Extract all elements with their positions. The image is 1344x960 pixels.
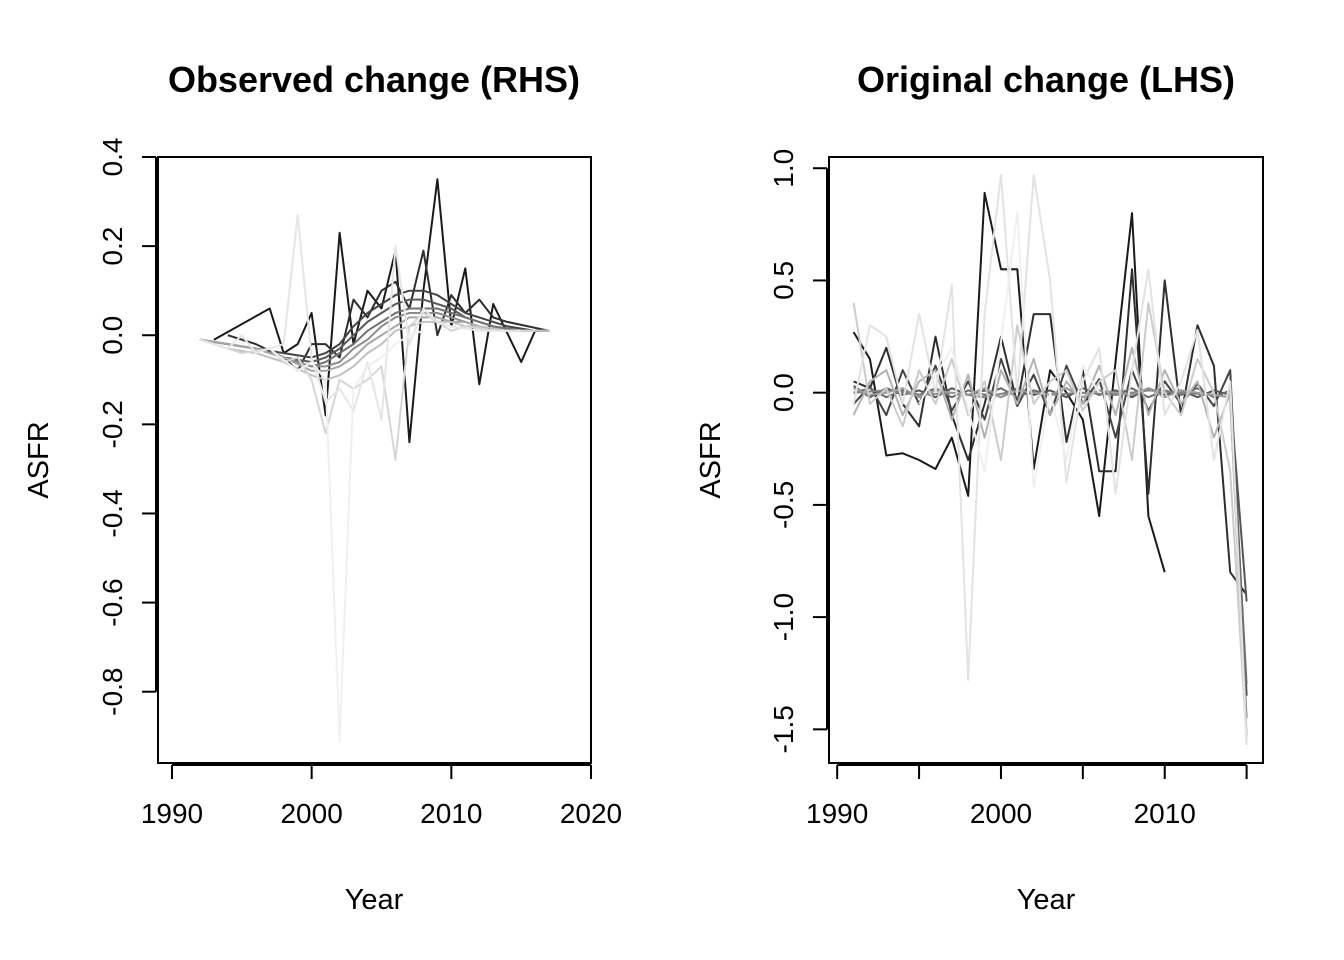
y-tick-label: -0.8: [97, 668, 128, 716]
series-line-9: [213, 312, 536, 461]
series-lines-original: [852, 174, 1248, 746]
x-tick-label: 2010: [1134, 798, 1196, 829]
x-tick-label: 1990: [806, 798, 868, 829]
y-tick-label: 0.0: [97, 316, 128, 355]
x-tick-label: 2000: [280, 798, 342, 829]
y-tick-label: 0.5: [768, 261, 799, 300]
chart-title-observed: Observed change (RHS): [168, 59, 580, 100]
series-line-7: [199, 316, 550, 372]
x-tick-label: 2000: [970, 798, 1032, 829]
series-lines-observed: [199, 178, 550, 742]
y-axis-label-original: ASFR: [695, 421, 727, 498]
series-line-12: [918, 212, 1101, 488]
y-tick-label: -1.0: [768, 593, 799, 641]
plot-frame-observed: [157, 156, 592, 764]
x-axis-original: 1990 2000 2010: [806, 764, 1248, 829]
x-axis-label-original: Year: [1017, 884, 1076, 916]
y-tick-label: 0.0: [768, 373, 799, 412]
series-line-4: [852, 358, 1248, 696]
panel-observed-change: Observed change (RHS) Year ASFR 1990 2000…: [23, 59, 622, 916]
series-line-8: [853, 387, 1248, 741]
y-tick-label: -0.5: [768, 481, 799, 529]
series-line-9: [852, 346, 1248, 734]
series-line-1: [213, 178, 550, 444]
y-tick-label: 0.4: [97, 138, 128, 177]
y-axis-original: -1.5 -1.0 -0.5 0.0 0.5 1.0: [768, 149, 828, 753]
y-tick-label: -0.4: [97, 489, 128, 537]
series-line-10: [852, 301, 1248, 741]
series-line-6: [853, 387, 1248, 685]
series-line-3: [853, 268, 1248, 596]
series-line-11: [852, 174, 1248, 746]
y-tick-label: -0.6: [97, 578, 128, 626]
y-axis-observed: -0.8 -0.6 -0.4 -0.2 0.0 0.2 0.4: [97, 138, 157, 716]
y-axis-label-observed: ASFR: [23, 421, 55, 498]
x-tick-label: 2010: [420, 798, 482, 829]
x-axis-label-observed: Year: [345, 884, 404, 916]
y-tick-label: -0.2: [97, 400, 128, 448]
x-tick-label: 1990: [141, 798, 203, 829]
y-tick-label: -1.5: [768, 705, 799, 753]
x-axis-observed: 1990 2000 2010 2020: [141, 764, 622, 829]
plot-frame-original: [828, 156, 1264, 764]
series-line-7: [853, 389, 1248, 719]
x-tick-label: 2020: [560, 798, 622, 829]
series-line-3: [199, 289, 550, 359]
y-tick-label: 0.2: [97, 227, 128, 266]
y-tick-label: 1.0: [768, 149, 799, 188]
chart-title-original: Original change (LHS): [857, 59, 1235, 100]
series-line-11: [269, 329, 424, 742]
panel-original-change: Original change (LHS) Year ASFR 1990 2000…: [695, 59, 1264, 916]
